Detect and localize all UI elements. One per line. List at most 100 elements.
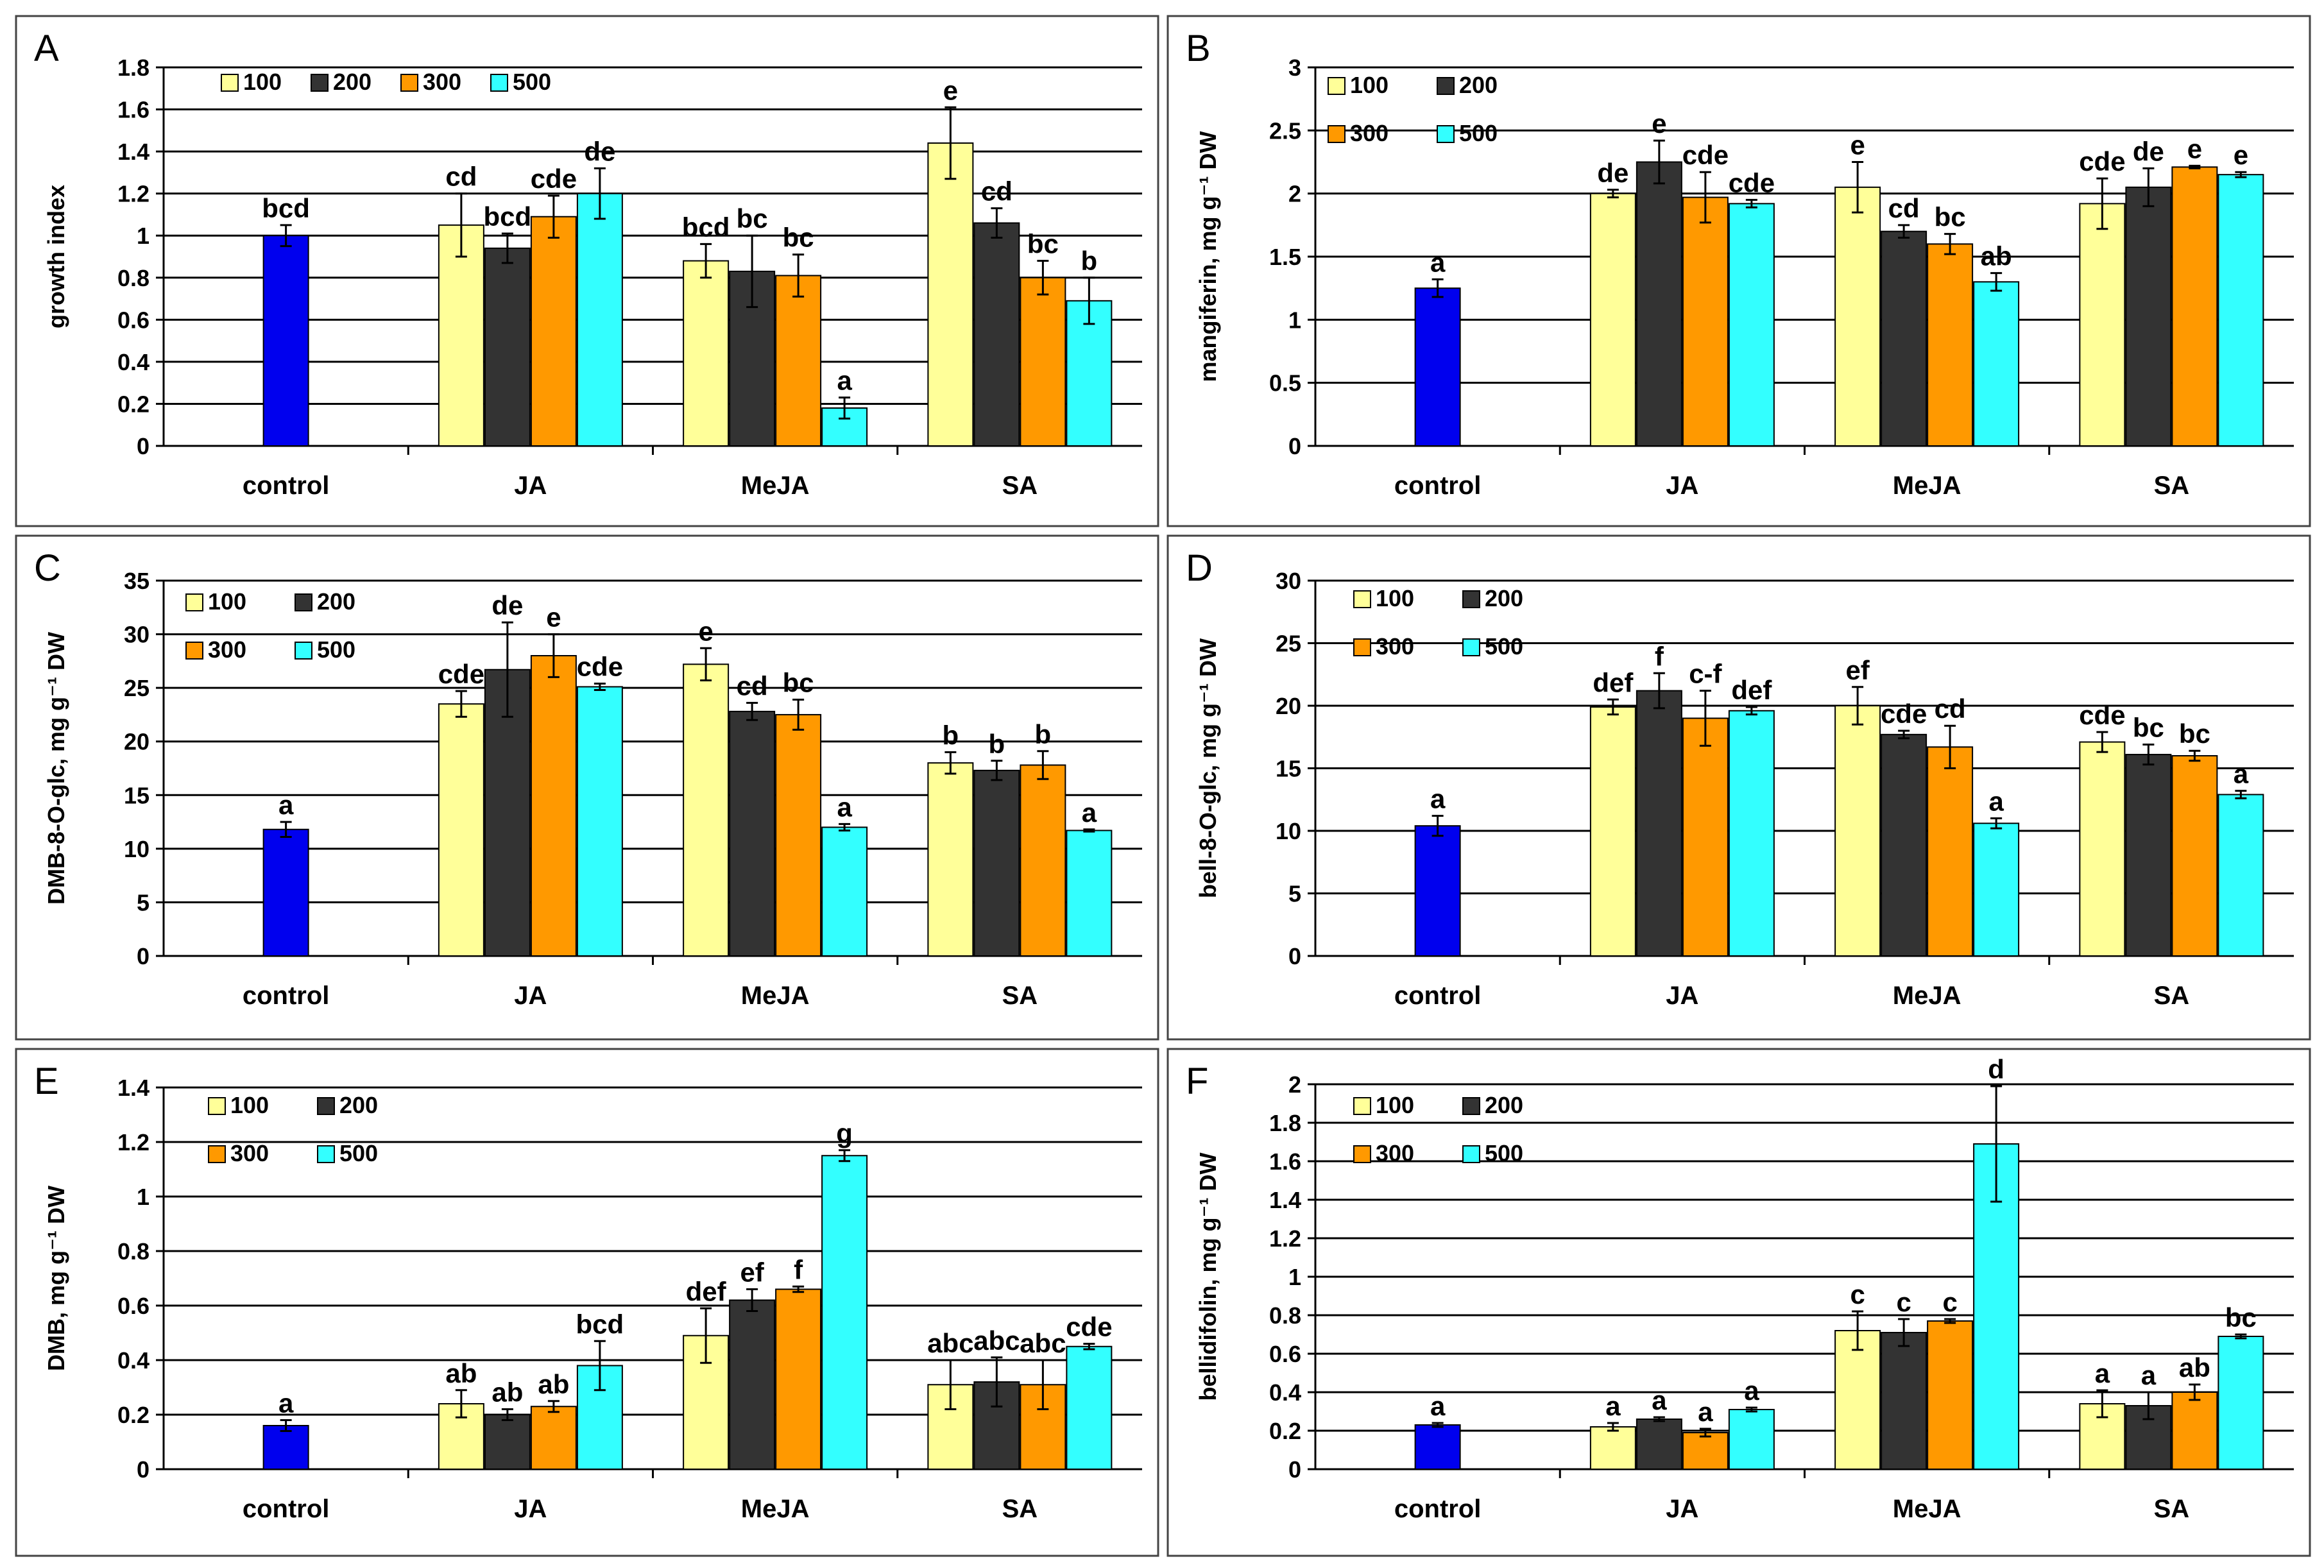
panel-E: E 0 0.2 0.4 0.6 0.8 1 1.2 1.4 DMB, mg g⁻¹ DW contr… — [15, 1048, 1159, 1557]
significance-letter: de — [491, 590, 523, 620]
legend-swatch — [208, 1145, 226, 1163]
significance-letter: a — [2095, 1358, 2110, 1388]
significance-letter: cde — [1066, 1312, 1112, 1342]
y-tick-label: 15 — [124, 782, 150, 808]
bar-MeJA-500 — [1973, 281, 2020, 447]
legend-label: 200 — [1459, 72, 1498, 98]
legend-swatch — [490, 74, 508, 92]
legend-label: 300 — [1350, 120, 1388, 146]
legend-swatch — [1462, 1097, 1480, 1115]
bar-SA-200 — [2125, 754, 2172, 957]
x-tick-label: control — [1394, 472, 1482, 500]
significance-letter: a — [2234, 759, 2249, 789]
legend-swatch — [185, 593, 203, 611]
bar-MeJA-100 — [683, 260, 730, 447]
bar-SA-500 — [2217, 1336, 2264, 1470]
significance-letter: cde — [2079, 700, 2125, 730]
significance-letter: abc — [927, 1328, 973, 1358]
x-tick-label: control — [243, 1495, 330, 1523]
significance-letter: cd — [737, 671, 768, 701]
x-tick-label: SA — [1002, 472, 1038, 500]
bar-SA-500 — [2217, 794, 2264, 957]
significance-letter: cde — [1682, 140, 1729, 170]
y-tick-label: 0.2 — [117, 1402, 150, 1428]
bar-JA-100 — [1589, 192, 1636, 447]
y-tick-label: 0.4 — [117, 1347, 150, 1374]
bar-MeJA-300 — [775, 1288, 822, 1470]
bar-MeJA-200 — [1881, 230, 1927, 447]
y-tick-label: 1.8 — [117, 55, 150, 81]
significance-letter: e — [2234, 140, 2248, 170]
legend-swatch — [1437, 77, 1455, 95]
significance-letter: bc — [2133, 712, 2164, 742]
bar-SA-200 — [973, 769, 1020, 957]
bar-MeJA-100 — [1834, 705, 1881, 957]
y-axis-label: bellidifolin, mg g⁻¹ DW — [1195, 1153, 1221, 1401]
legend-label: 500 — [1485, 633, 1523, 660]
panel-F: F 0 0.2 0.4 0.6 0.8 1 1.2 1.4 1.6 1.8 2 bellidifolin… — [1166, 1048, 2311, 1557]
x-tick-label: MeJA — [741, 472, 810, 500]
y-tick-label: 35 — [124, 568, 150, 594]
significance-letter: a — [837, 792, 852, 822]
significance-letter: cde — [438, 659, 484, 689]
significance-letter: bcd — [576, 1309, 624, 1339]
significance-letter: b — [1081, 246, 1098, 276]
bar-JA-300 — [530, 1406, 577, 1470]
legend-swatch — [317, 1145, 335, 1163]
significance-letter: b — [943, 720, 959, 750]
significance-letter: bc — [2179, 719, 2210, 749]
y-tick-label: 1 — [137, 223, 150, 249]
significance-letter: b — [1035, 719, 1052, 749]
y-tick-label: 30 — [1276, 568, 1301, 594]
bar-MeJA-500 — [821, 1155, 868, 1470]
significance-letter: a — [278, 1388, 294, 1419]
significance-letter: ef — [1845, 655, 1870, 685]
y-tick-label: 30 — [124, 622, 150, 648]
bar-control — [262, 828, 309, 957]
legend-label: 500 — [1485, 1140, 1523, 1166]
legend-swatch — [1462, 1145, 1480, 1163]
significance-letter: bc — [1027, 229, 1059, 259]
bar-MeJA-500 — [821, 826, 868, 957]
bar-MeJA-100 — [1834, 186, 1881, 447]
legend: 100 200 300 500 — [1353, 585, 1523, 660]
x-tick-label: control — [1394, 982, 1482, 1010]
significance-letter: a — [837, 366, 852, 396]
significance-letter: bc — [2225, 1302, 2257, 1333]
y-tick-label: 25 — [1276, 631, 1301, 657]
y-tick-label: 1 — [137, 1184, 150, 1210]
bar-JA-100 — [1589, 1426, 1636, 1470]
bar-JA-500 — [576, 192, 623, 447]
legend-swatch — [295, 642, 312, 660]
legend-label: 100 — [208, 588, 246, 615]
legend: 100 200 300 500 — [1353, 1092, 1523, 1166]
significance-letter: ab — [445, 1358, 477, 1388]
significance-letter: c — [1850, 1279, 1865, 1309]
panel-letter: F — [1186, 1061, 1208, 1102]
bar-SA-100 — [2079, 741, 2126, 957]
y-tick-label: 10 — [124, 836, 150, 862]
legend-label: 200 — [317, 588, 355, 615]
significance-letter: ab — [538, 1369, 569, 1399]
panel-A: A 0 0.2 0.4 0.6 0.8 1 1.2 1.4 1.6 1.8 growth index c… — [15, 15, 1159, 527]
bar-JA-300 — [1682, 196, 1729, 447]
panel-C: C 0 5 10 15 20 25 30 35 DMB-8-O-glc, mg g⁻¹ DW con… — [15, 534, 1159, 1041]
legend-label: 200 — [1485, 585, 1523, 611]
legend-label: 300 — [230, 1140, 269, 1166]
y-tick-label: 10 — [1276, 818, 1301, 844]
significance-letter: a — [1430, 1391, 1446, 1421]
significance-letter: a — [1698, 1397, 1713, 1427]
y-tick-label: 0.2 — [1269, 1418, 1301, 1444]
bar-SA-500 — [1066, 1345, 1113, 1470]
legend-label: 500 — [317, 636, 355, 663]
significance-letter: d — [1988, 1054, 2004, 1084]
legend-swatch — [400, 74, 418, 92]
significance-letter: a — [1744, 1376, 1759, 1406]
significance-letter: e — [943, 75, 958, 105]
y-tick-label: 1.4 — [1269, 1187, 1301, 1213]
significance-letter: a — [2141, 1360, 2157, 1390]
legend-swatch — [1462, 638, 1480, 656]
bar-SA-100 — [2079, 1403, 2126, 1470]
legend-label: 200 — [339, 1092, 378, 1118]
